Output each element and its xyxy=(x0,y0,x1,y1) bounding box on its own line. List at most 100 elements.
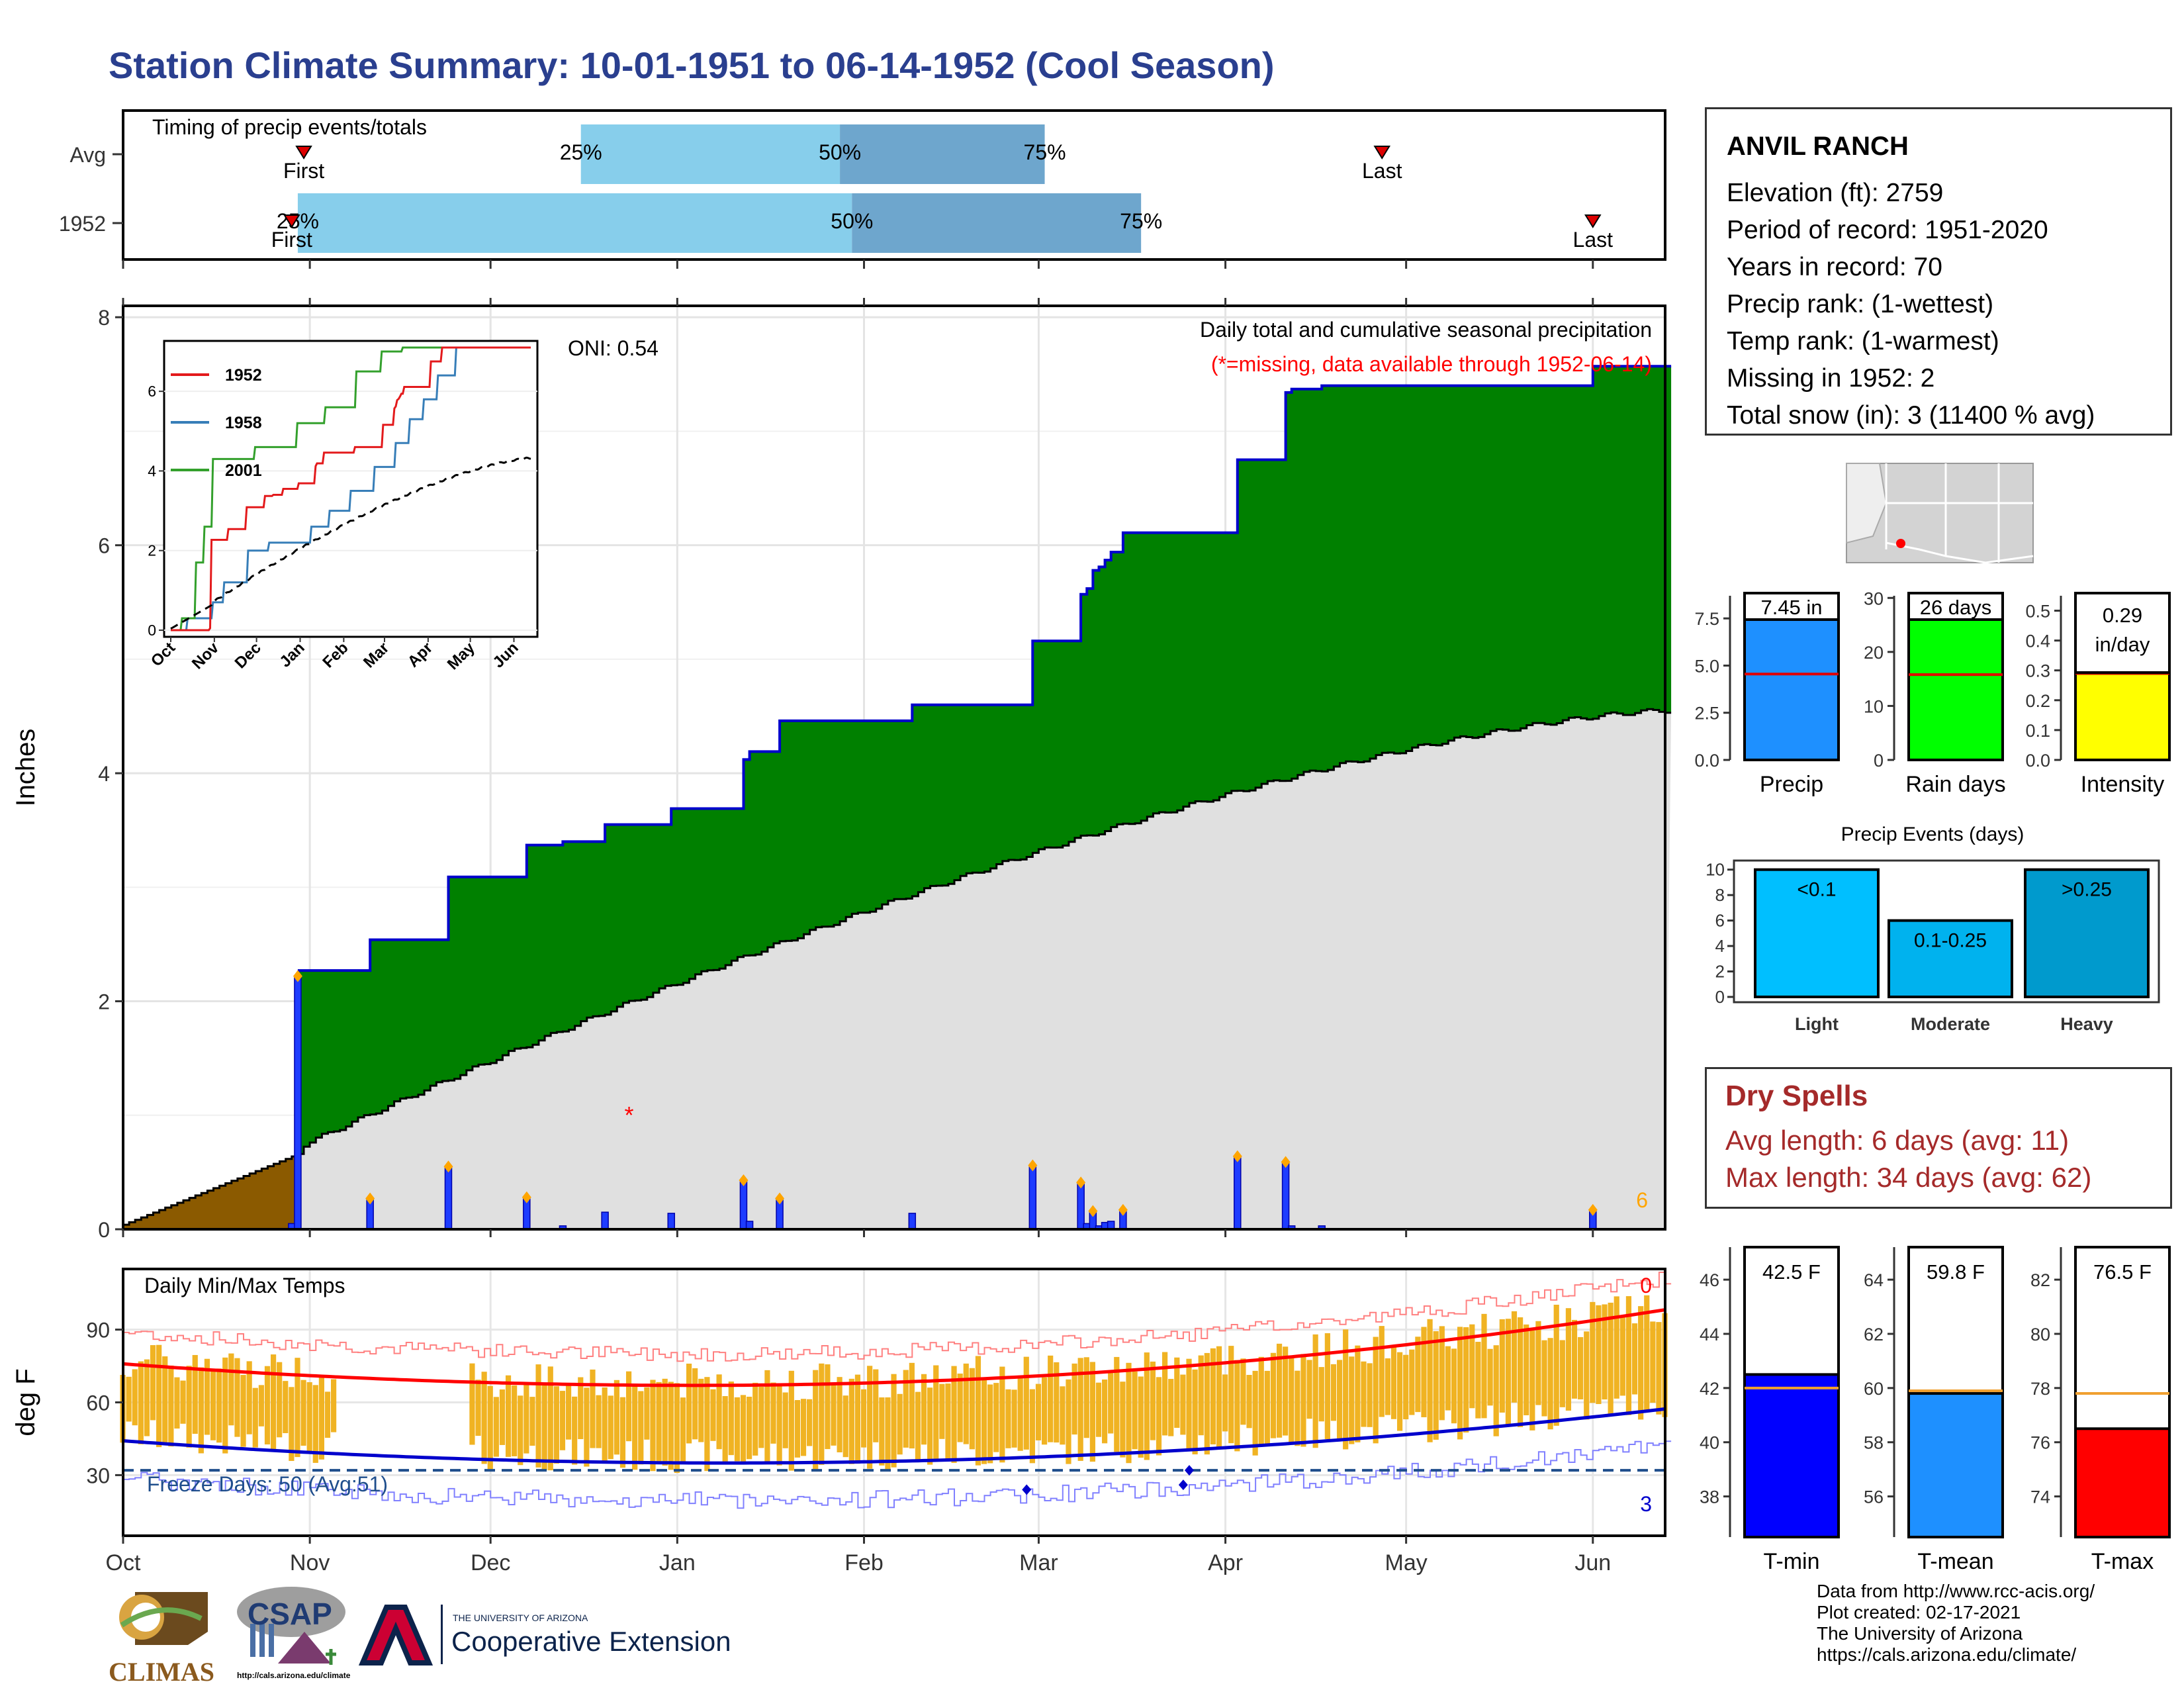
station-precip-rank: Precip rank: (1-wettest) xyxy=(1727,290,1994,318)
timing-bar-25-50 xyxy=(297,193,852,253)
temp-daily-range-bar xyxy=(794,1400,801,1458)
temp-daily-range-bar xyxy=(1120,1382,1126,1458)
timing-marker-last xyxy=(1584,214,1602,228)
stat-value-label: 26 days xyxy=(1920,596,1992,619)
temp-daily-range-bar xyxy=(848,1378,854,1464)
precip-event-marker xyxy=(365,1192,375,1205)
precip-event-marker xyxy=(775,1192,785,1205)
tstat-tick-label: 76 xyxy=(2030,1433,2050,1453)
month-axis-label: Nov xyxy=(290,1550,330,1575)
temp-daily-range-bar xyxy=(246,1361,252,1434)
temp-daily-range-bar xyxy=(1644,1295,1650,1412)
tstat-label: T-min xyxy=(1764,1549,1820,1574)
station-period: Period of record: 1951-2020 xyxy=(1727,216,2048,244)
missing-note: (*=missing, data available through 1952-… xyxy=(1211,352,1652,376)
temp-daily-range-bar xyxy=(716,1374,722,1450)
temp-daily-range-bar xyxy=(939,1383,945,1439)
temp-daily-range-bar xyxy=(698,1378,704,1442)
inset-y-tick-label: 0 xyxy=(148,622,156,639)
timing-label-75: 75% xyxy=(1024,140,1066,164)
temp-daily-range-bar xyxy=(1162,1352,1168,1436)
inset-legend-label: 1952 xyxy=(225,366,262,385)
station-snow: Total snow (in): 3 (11400 % avg) xyxy=(1727,401,2095,430)
tstat-tick-label: 82 xyxy=(2030,1270,2050,1290)
timing-row-label: Avg xyxy=(69,143,106,167)
temp-daily-range-bar xyxy=(541,1384,547,1470)
timing-bar-50-75 xyxy=(840,124,1045,184)
inset-legend-label: 1958 xyxy=(225,414,262,432)
temp-daily-range-bar xyxy=(270,1354,277,1452)
temp-daily-range-bar xyxy=(518,1395,523,1466)
precip-event-marker xyxy=(293,970,302,982)
temp-daily-range-bar xyxy=(565,1385,572,1440)
temp-daily-range-bar xyxy=(1565,1308,1572,1411)
temp-daily-range-bar xyxy=(469,1363,475,1445)
temp-daily-range-bar xyxy=(547,1366,553,1471)
temp-daily-range-bar xyxy=(885,1397,891,1471)
temp-daily-range-bar xyxy=(1614,1296,1619,1399)
csap-logo-url: http://cals.arizona.edu/climate xyxy=(237,1671,351,1680)
events-y-tick-label: 8 xyxy=(1715,885,1725,905)
temp-daily-range-bar xyxy=(903,1370,909,1448)
temp-daily-range-bar xyxy=(1180,1374,1186,1435)
events-category-label: Light xyxy=(1795,1014,1839,1034)
precip-y-tick-label: 2 xyxy=(98,990,110,1014)
stat-value-box xyxy=(2074,592,2171,674)
temp-daily-range-bar xyxy=(1511,1311,1518,1403)
stat-tick-label: 20 xyxy=(1864,643,1884,663)
temp-count-bottom: 3 xyxy=(1640,1492,1652,1516)
tstat-label: T-mean xyxy=(1917,1549,1993,1574)
temp-daily-range-bar xyxy=(1584,1331,1590,1420)
precip-daily-bar xyxy=(1281,1161,1290,1230)
temp-daily-range-bar xyxy=(1264,1370,1270,1444)
temp-daily-range-bar xyxy=(692,1368,698,1440)
temp-daily-range-bar xyxy=(1379,1326,1385,1417)
timing-marker-first xyxy=(295,146,312,160)
temp-daily-range-bar xyxy=(662,1378,668,1466)
temp-daily-range-bar xyxy=(1198,1355,1204,1436)
temp-daily-range-bar xyxy=(198,1367,204,1454)
temp-daily-range-bar xyxy=(1156,1377,1162,1456)
stat-tick-label: 0.1 xyxy=(2025,721,2050,741)
temp-daily-range-bar xyxy=(734,1397,740,1462)
temp-daily-range-bar xyxy=(553,1386,559,1464)
temp-daily-range-bar xyxy=(788,1370,794,1471)
temp-daily-range-bar xyxy=(752,1382,758,1456)
temp-daily-range-bar xyxy=(475,1380,481,1436)
timing-label-last: Last xyxy=(1362,159,1402,183)
tstat-value-label: 76.5 F xyxy=(2093,1260,2152,1284)
temp-daily-range-bar xyxy=(481,1372,487,1464)
stat-tick-label: 0.5 xyxy=(2025,602,2050,622)
temp-daily-range-bar xyxy=(584,1387,590,1467)
tstat-tick-label: 44 xyxy=(1700,1325,1719,1344)
month-axis-label: Mar xyxy=(1019,1550,1058,1575)
credit-data-source: Data from http://www.rcc-acis.org/ xyxy=(1817,1581,2095,1601)
temp-daily-range-bar xyxy=(186,1366,192,1448)
credit-plot-created: Plot created: 02-17-2021 xyxy=(1817,1602,2021,1622)
temp-daily-range-bar xyxy=(1258,1356,1264,1446)
map-state-borders xyxy=(1885,463,2033,563)
credits: Data from http://www.rcc-acis.org/ Plot … xyxy=(1817,1581,2095,1665)
month-axis-label: Jun xyxy=(1574,1550,1611,1575)
temp-daily-range-bar xyxy=(813,1370,819,1470)
temp-record-min-line xyxy=(123,1440,1672,1509)
precip-daily-bar xyxy=(1234,1156,1242,1230)
temp-daily-range-bar xyxy=(860,1389,867,1448)
inset-frame xyxy=(163,340,539,638)
precip-y-tick-label: 4 xyxy=(98,762,110,786)
tstat-value-label: 59.8 F xyxy=(1927,1260,1985,1284)
temp-daily-range-bar xyxy=(1114,1356,1120,1452)
precip-event-marker xyxy=(1088,1205,1098,1217)
events-category-label: Moderate xyxy=(1911,1014,1990,1034)
precip-event-marker xyxy=(1076,1176,1086,1189)
temp-daily-range-bar xyxy=(1469,1324,1475,1409)
temp-record-marker xyxy=(1178,1479,1188,1491)
timing-label-75: 75% xyxy=(1120,209,1162,233)
tstat-tick-label: 74 xyxy=(2030,1487,2050,1507)
temp-daily-range-bar xyxy=(1060,1386,1066,1445)
temp-y-axis-label: deg F xyxy=(11,1368,40,1436)
temp-daily-range-bar xyxy=(1559,1340,1565,1407)
temp-daily-range-bar xyxy=(1246,1375,1252,1429)
temp-daily-range-bar xyxy=(132,1369,138,1426)
temp-daily-range-bar xyxy=(174,1377,180,1429)
